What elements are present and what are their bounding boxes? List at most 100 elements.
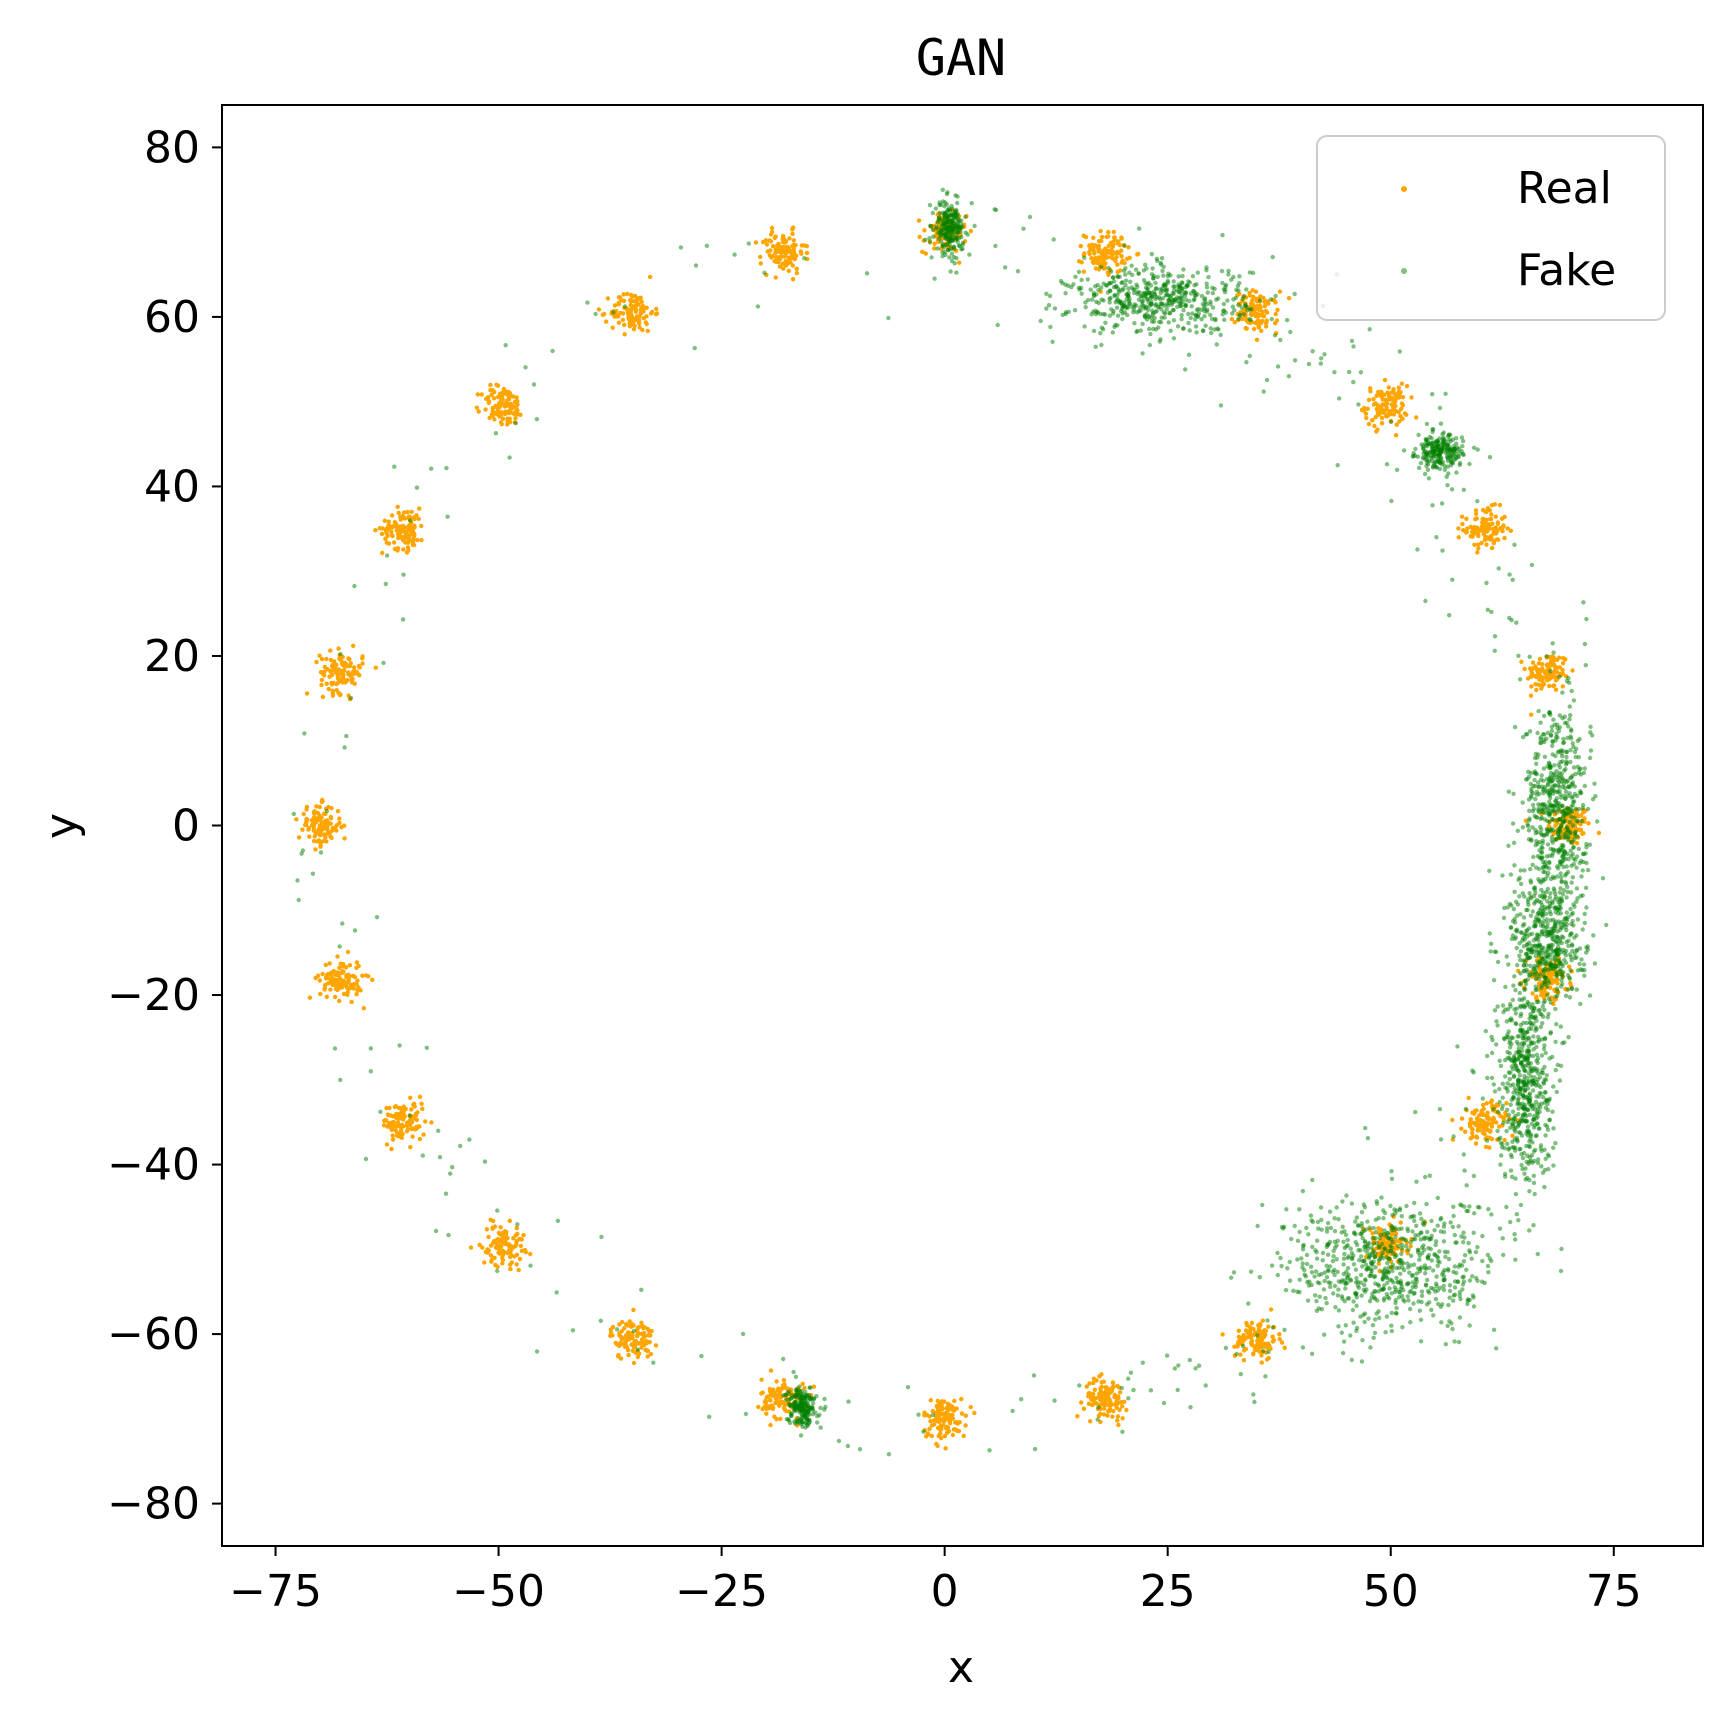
real-point (334, 688, 339, 693)
real-point (1078, 243, 1084, 249)
fake-point (1560, 690, 1565, 695)
real-point (406, 514, 411, 519)
real-point (1111, 229, 1117, 235)
fake-point (1424, 460, 1430, 465)
real-point (500, 416, 506, 421)
fake-point (1541, 833, 1547, 838)
real-point (642, 1334, 647, 1339)
fake-point (570, 1328, 576, 1333)
fake-point (1111, 275, 1116, 280)
fake-point (1575, 764, 1581, 769)
fake-point (1574, 854, 1580, 859)
real-point (344, 663, 350, 669)
fake-point (1077, 1383, 1082, 1388)
fake-point (1401, 448, 1407, 453)
fake-point (1367, 327, 1372, 332)
real-point (503, 1239, 508, 1244)
real-point (1120, 1416, 1125, 1421)
fake-point (1082, 255, 1087, 260)
real-point (771, 1391, 777, 1396)
fake-point (340, 921, 345, 926)
real-point (1386, 394, 1392, 399)
fake-point (1335, 463, 1340, 468)
fake-point (1548, 918, 1553, 923)
real-point (769, 225, 775, 231)
real-point (775, 243, 780, 248)
real-point (415, 537, 420, 543)
fake-point (528, 1263, 533, 1268)
fake-point (1554, 950, 1559, 956)
fake-point (693, 263, 699, 268)
fake-point (1529, 837, 1534, 842)
fake-point (1560, 759, 1565, 764)
real-point (790, 231, 795, 237)
fake-point (1284, 317, 1290, 323)
real-point (789, 250, 794, 256)
fake-point (1521, 915, 1527, 920)
fake-point (1432, 448, 1437, 454)
fake-point (1161, 273, 1166, 278)
fake-point (1319, 356, 1324, 361)
fake-point (1553, 963, 1558, 969)
real-point (1384, 405, 1389, 410)
real-point (514, 1225, 519, 1231)
fake-point (1098, 311, 1103, 317)
real-point (484, 396, 489, 401)
fake-point (1261, 389, 1266, 394)
fake-point (1489, 609, 1494, 615)
fake-point (1112, 324, 1117, 329)
fake-point (1193, 1366, 1198, 1371)
real-point (1098, 1411, 1103, 1417)
real-point (412, 1104, 417, 1109)
fake-point (1337, 396, 1342, 401)
fake-point (1261, 1348, 1266, 1354)
fake-point (639, 1287, 644, 1293)
real-point (972, 1410, 977, 1416)
fake-point (310, 871, 316, 876)
fake-point (555, 1218, 561, 1224)
fake-point (1525, 897, 1531, 902)
real-point (941, 1423, 946, 1428)
fake-point (1437, 1107, 1443, 1112)
fake-point (295, 878, 300, 883)
fake-point (1535, 730, 1540, 736)
fake-point (1550, 853, 1555, 858)
real-point (1084, 1384, 1089, 1389)
fake-point (493, 431, 499, 436)
real-point (760, 1406, 765, 1412)
real-point (1400, 395, 1406, 400)
fake-point (437, 1155, 443, 1160)
real-point (1096, 255, 1101, 260)
fake-point (1574, 955, 1579, 960)
fake-point (495, 1268, 500, 1274)
real-point (505, 419, 510, 424)
fake-point (554, 1290, 559, 1295)
fake-point (1570, 783, 1575, 788)
real-point (328, 669, 333, 674)
fake-point (934, 224, 939, 230)
real-point (633, 307, 638, 312)
fake-point (1548, 779, 1554, 784)
fake-point (1527, 955, 1533, 960)
real-point (414, 1117, 419, 1123)
fake-point (1527, 654, 1532, 659)
fake-point (1549, 724, 1555, 729)
fake-point (368, 1046, 373, 1051)
fake-point (1223, 310, 1229, 315)
real-point (640, 303, 645, 309)
fake-point (332, 1046, 338, 1051)
real-point (488, 388, 493, 393)
fake-point (1069, 284, 1074, 290)
fake-point (1437, 466, 1443, 472)
real-point (1380, 402, 1385, 407)
real-point (1501, 524, 1506, 529)
fake-point (1581, 962, 1587, 967)
real-point (507, 1218, 512, 1224)
real-point (947, 1421, 953, 1426)
real-point (929, 1433, 934, 1439)
fake-point (846, 1399, 851, 1404)
fake-point (1533, 827, 1538, 833)
real-point (1560, 661, 1566, 666)
fake-point (943, 200, 948, 205)
real-point (1365, 406, 1370, 411)
